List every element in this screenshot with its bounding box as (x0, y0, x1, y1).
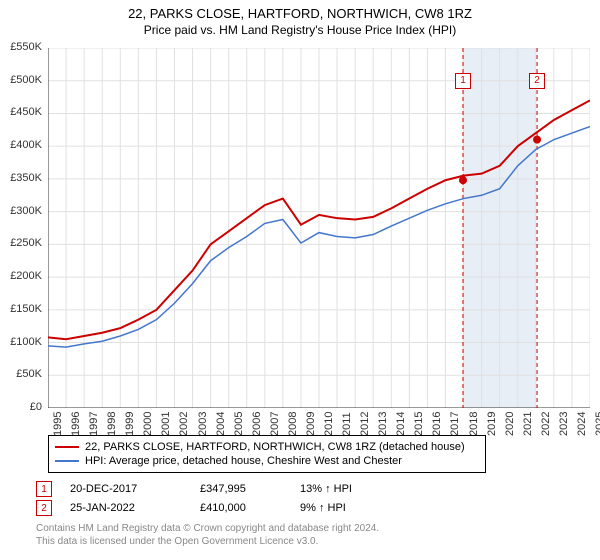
y-axis-label: £350K (2, 172, 42, 184)
y-axis-label: £550K (2, 41, 42, 53)
x-axis-label: 2022 (540, 412, 552, 436)
x-axis-label: 2023 (558, 412, 570, 436)
x-axis-label: 1995 (52, 412, 64, 436)
x-axis-label: 2009 (305, 412, 317, 436)
event-price: £347,995 (200, 483, 300, 495)
event-diff: 9% ↑ HPI (300, 502, 420, 514)
x-axis-label: 2004 (215, 412, 227, 436)
x-axis-label: 2007 (269, 412, 281, 436)
x-axis-label: 2005 (233, 412, 245, 436)
legend-swatch (55, 460, 79, 462)
x-axis-label: 2019 (486, 412, 498, 436)
x-axis-label: 2017 (449, 412, 461, 436)
y-axis-label: £400K (2, 139, 42, 151)
x-axis-label: 2020 (504, 412, 516, 436)
x-axis-label: 2025 (594, 412, 600, 436)
event-row: 2 25-JAN-2022£410,0009% ↑ HPI (36, 500, 420, 516)
event-date: 20-DEC-2017 (70, 483, 200, 495)
chart-title: 22, PARKS CLOSE, HARTFORD, NORTHWICH, CW… (0, 0, 600, 21)
y-axis-label: £200K (2, 270, 42, 282)
event-marker-badge: 2 (36, 500, 52, 516)
legend-label: 22, PARKS CLOSE, HARTFORD, NORTHWICH, CW… (85, 441, 465, 453)
y-axis-label: £150K (2, 303, 42, 315)
y-axis-label: £250K (2, 237, 42, 249)
chart-area: £0£50K£100K£150K£200K£250K£300K£350K£400… (48, 48, 590, 408)
x-axis-label: 2021 (522, 412, 534, 436)
x-axis-label: 2024 (576, 412, 588, 436)
legend-label: HPI: Average price, detached house, Ches… (85, 455, 402, 467)
x-axis-label: 2000 (142, 412, 154, 436)
x-axis-label: 2012 (359, 412, 371, 436)
x-axis-label: 2002 (178, 412, 190, 436)
events-table: 1 20-DEC-2017£347,99513% ↑ HPI 2 25-JAN-202… (36, 478, 420, 519)
y-axis-label: £100K (2, 336, 42, 348)
chart-svg (48, 48, 590, 408)
event-marker-badge: 1 (36, 481, 52, 497)
legend: 22, PARKS CLOSE, HARTFORD, NORTHWICH, CW… (48, 435, 486, 473)
y-axis-label: £0 (2, 401, 42, 413)
chart-container: 22, PARKS CLOSE, HARTFORD, NORTHWICH, CW… (0, 0, 600, 560)
legend-item: 22, PARKS CLOSE, HARTFORD, NORTHWICH, CW… (55, 440, 479, 454)
x-axis-label: 1998 (106, 412, 118, 436)
x-axis-label: 2016 (431, 412, 443, 436)
x-axis-label: 2001 (160, 412, 172, 436)
legend-item: HPI: Average price, detached house, Ches… (55, 454, 479, 468)
chart-subtitle: Price paid vs. HM Land Registry's House … (0, 21, 600, 37)
y-axis-label: £450K (2, 106, 42, 118)
footer-text: Contains HM Land Registry data © Crown c… (36, 522, 379, 548)
x-axis-label: 2011 (341, 412, 353, 436)
x-axis-label: 2018 (468, 412, 480, 436)
x-axis-label: 2013 (377, 412, 389, 436)
x-axis-label: 2006 (251, 412, 263, 436)
y-axis-label: £500K (2, 74, 42, 86)
event-row: 1 20-DEC-2017£347,99513% ↑ HPI (36, 481, 420, 497)
x-axis-label: 2010 (323, 412, 335, 436)
event-diff: 13% ↑ HPI (300, 483, 420, 495)
x-axis-label: 2008 (287, 412, 299, 436)
event-price: £410,000 (200, 502, 300, 514)
x-axis-label: 2014 (395, 412, 407, 436)
y-axis-label: £300K (2, 205, 42, 217)
event-marker-1: 1 (455, 73, 471, 89)
footer-line-1: Contains HM Land Registry data © Crown c… (36, 522, 379, 535)
event-marker-2: 2 (529, 73, 545, 89)
x-axis-label: 1996 (70, 412, 82, 436)
x-axis-label: 1997 (88, 412, 100, 436)
x-axis-label: 2015 (413, 412, 425, 436)
y-axis-label: £50K (2, 368, 42, 380)
event-date: 25-JAN-2022 (70, 502, 200, 514)
footer-line-2: This data is licensed under the Open Gov… (36, 535, 379, 548)
legend-swatch (55, 446, 79, 448)
x-axis-label: 1999 (124, 412, 136, 436)
x-axis-label: 2003 (197, 412, 209, 436)
